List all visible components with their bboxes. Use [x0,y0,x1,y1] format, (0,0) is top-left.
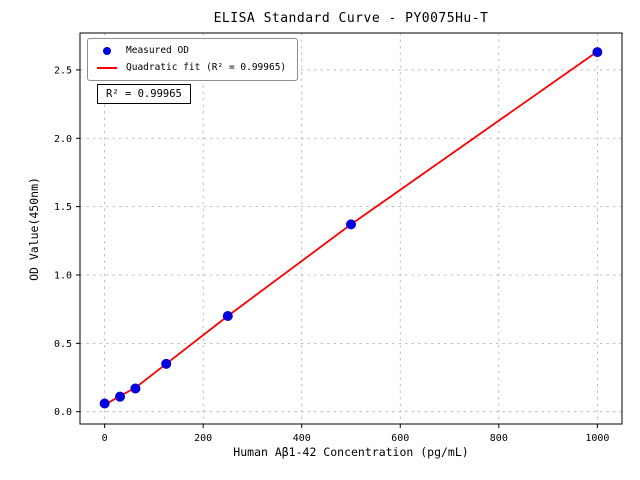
legend-label-quadratic-fit: Quadratic fit (R² = 0.99965) [126,62,287,73]
y-axis-label-container: OD Value(450nm) [22,33,46,424]
y-tick-label: 2.0 [54,134,72,145]
chart-title: ELISA Standard Curve - PY0075Hu-T [213,11,489,26]
x-tick-label: 800 [490,433,508,444]
data-point [222,310,233,321]
y-tick-label: 0.5 [54,339,72,350]
y-tick-label: 1.5 [54,202,72,213]
x-tick-label: 0 [102,433,108,444]
x-tick-label: 200 [194,433,212,444]
r-squared-annotation: R² = 0.99965 [97,84,191,104]
legend: Measured OD Quadratic fit (R² = 0.99965) [87,38,299,81]
y-tick-label: 1.0 [54,270,72,281]
scatter-marker-icon [96,46,118,55]
x-tick-label: 400 [293,433,311,444]
data-point [592,47,603,58]
x-tick-label: 600 [391,433,409,444]
legend-item-measured-od: Measured OD [96,45,286,56]
y-tick-label: 0.0 [54,407,72,418]
legend-item-quadratic-fit: Quadratic fit (R² = 0.99965) [96,62,286,73]
plot-border [79,32,623,425]
line-marker-icon [96,66,118,69]
blue-dot-icon [103,46,111,55]
x-tick-label: 1000 [585,433,609,444]
y-axis-label: OD Value(450nm) [27,176,42,281]
y-tick-label: 2.5 [54,65,72,76]
data-point [115,391,126,402]
data-point [130,383,141,394]
data-point [99,398,110,409]
x-axis-label: Human Aβ1-42 Concentration (pg/mL) [233,445,469,459]
red-line-icon [97,66,117,69]
data-point [346,219,356,230]
legend-label-measured-od: Measured OD [126,45,189,56]
data-point [161,358,172,369]
